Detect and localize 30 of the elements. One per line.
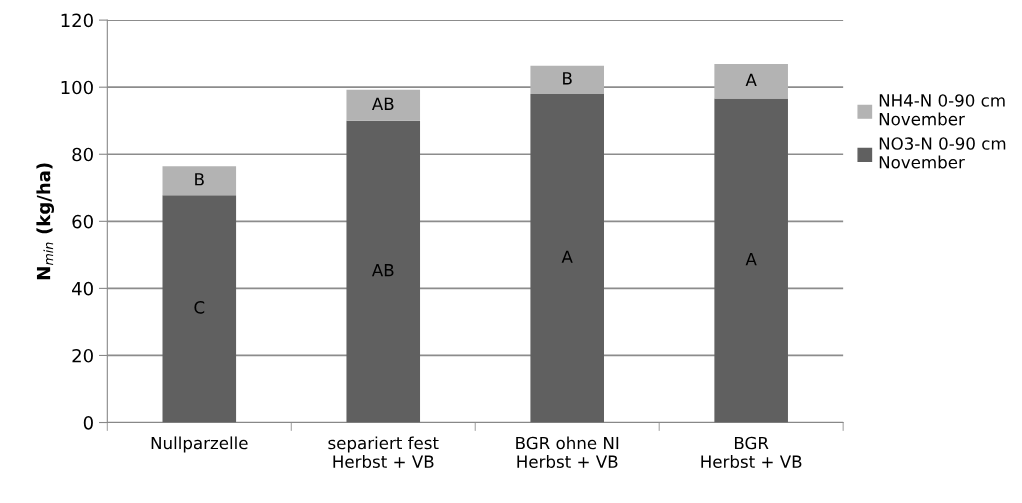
data-label: B xyxy=(195,173,204,186)
y-tick-label: 0 xyxy=(83,415,93,430)
data-label: C xyxy=(194,301,205,314)
bar xyxy=(714,64,788,99)
data-label: A xyxy=(561,250,573,263)
bar xyxy=(530,93,604,423)
y-tick-label: 20 xyxy=(72,348,93,363)
y-tick-label: 100 xyxy=(61,80,93,95)
data-label: B xyxy=(563,72,572,85)
legend-label: NH4-N 0-90 cm November xyxy=(879,94,1005,126)
bar xyxy=(346,89,421,121)
y-tick-label: 40 xyxy=(72,281,93,296)
data-label: AB xyxy=(371,97,394,110)
data-label: AB xyxy=(371,264,394,277)
bar xyxy=(162,195,237,423)
data-label: A xyxy=(745,73,757,86)
data-label: A xyxy=(745,253,757,266)
bar xyxy=(530,65,604,94)
bar xyxy=(346,120,421,423)
bar xyxy=(714,98,788,423)
y-tick-label: 60 xyxy=(72,214,93,229)
x-tick-label: separiert fest Herbst + VB xyxy=(328,436,439,468)
x-tick-label: BGR Herbst + VB xyxy=(701,436,802,468)
y-axis-title: N$_{min}$ (kg/ha) xyxy=(36,163,55,280)
bar xyxy=(162,166,237,196)
legend-label: NO3-N 0-90 cm November xyxy=(879,137,1006,169)
y-tick-label: 120 xyxy=(61,13,93,28)
y-tick-label: 80 xyxy=(72,147,93,162)
x-tick-label: BGR ohne NI Herbst + VB xyxy=(516,436,619,468)
x-tick-label: Nullparzelle xyxy=(151,436,248,453)
